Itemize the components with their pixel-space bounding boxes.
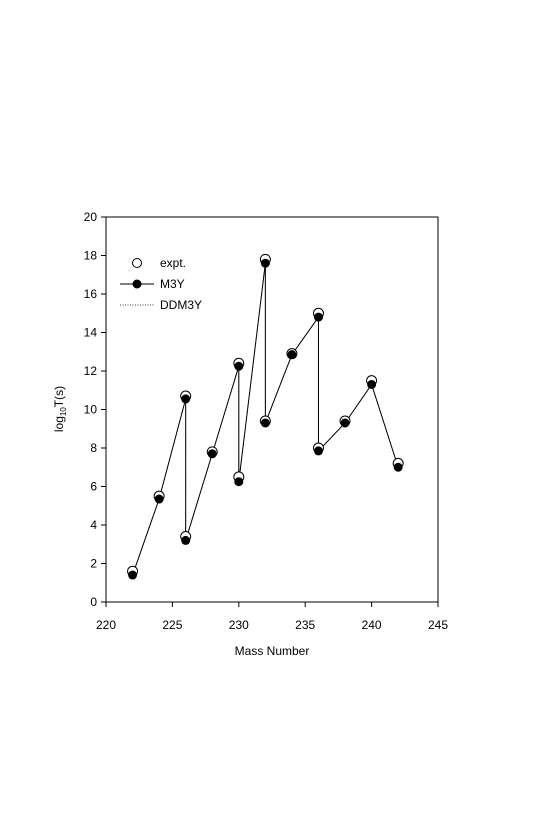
x-axis: 220 225 230 235 240 245 — [96, 602, 448, 632]
y-tick-label: 6 — [90, 480, 97, 494]
point-m3y — [234, 477, 244, 487]
x-axis-label: Mass Number — [235, 644, 310, 658]
point-m3y — [181, 535, 191, 545]
y-tick-label: 0 — [90, 595, 97, 609]
x-tick-label: 220 — [96, 618, 116, 632]
point-m3y — [367, 379, 377, 389]
x-tick-label: 230 — [229, 618, 249, 632]
y-axis: 0 2 4 6 8 10 12 14 16 18 20 — [84, 210, 106, 609]
y-tick-label: 16 — [84, 287, 98, 301]
y-tick-label: 2 — [90, 557, 97, 571]
point-m3y — [181, 394, 191, 404]
legend-ddm3y-label: DDM3Y — [160, 298, 202, 312]
legend-expt-label: expt. — [160, 256, 186, 270]
point-m3y — [260, 258, 270, 268]
point-m3y — [207, 449, 217, 459]
y-axis-label-subscript: 10 — [59, 407, 68, 416]
plot-frame — [105, 216, 439, 603]
point-m3y — [154, 494, 164, 504]
legend-m3y-marker — [132, 279, 142, 289]
point-m3y — [128, 570, 138, 580]
legend: expt. M3Y DDM3Y — [120, 256, 202, 312]
y-tick-label: 14 — [84, 326, 98, 340]
y-tick-label: 12 — [84, 364, 98, 378]
point-m3y — [260, 418, 270, 428]
y-tick-label: 4 — [90, 518, 97, 532]
series-layer — [127, 253, 404, 580]
y-tick-label: 10 — [84, 403, 98, 417]
point-m3y — [340, 418, 350, 428]
legend-m3y-label: M3Y — [160, 277, 185, 291]
y-tick-label: 20 — [84, 210, 98, 224]
point-m3y — [234, 361, 244, 371]
point-m3y — [313, 446, 323, 456]
x-tick-label: 240 — [362, 618, 382, 632]
legend-expt-marker — [132, 258, 142, 268]
point-m3y — [393, 462, 403, 472]
y-tick-label: 8 — [90, 441, 97, 455]
point-m3y — [287, 350, 297, 360]
y-axis-label: log10T(s) — [52, 386, 68, 432]
x-tick-label: 235 — [295, 618, 315, 632]
y-tick-label: 18 — [84, 249, 98, 263]
x-tick-label: 245 — [428, 618, 448, 632]
point-m3y — [313, 312, 323, 322]
x-tick-label: 225 — [162, 618, 182, 632]
